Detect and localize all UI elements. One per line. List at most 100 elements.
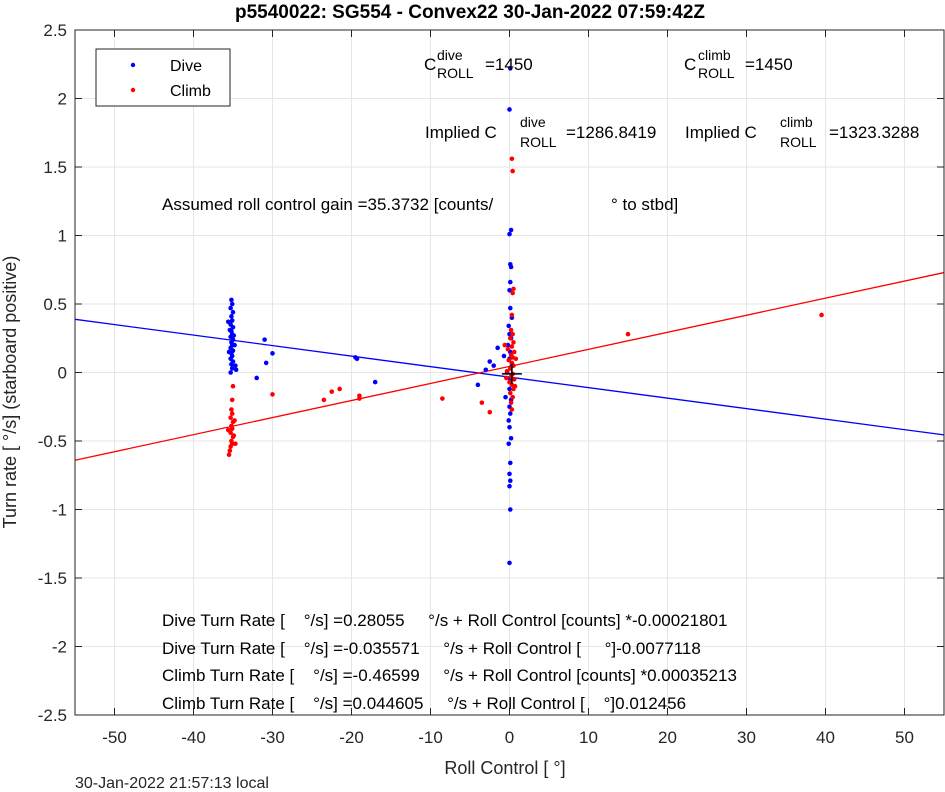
- footer-timestamp: 30-Jan-2022 21:57:13 local: [75, 775, 269, 792]
- dive-point: [507, 507, 513, 512]
- dive-point: [507, 66, 513, 71]
- dive-point: [507, 305, 513, 311]
- dive-point: [507, 231, 512, 237]
- climb-point: [228, 415, 233, 421]
- dive-point: [507, 425, 512, 430]
- climb-point: [509, 312, 515, 318]
- dive-point: [505, 342, 511, 348]
- climb-point: [508, 400, 514, 405]
- climb-point: [229, 426, 235, 431]
- gain-annotation: Assumed roll control gain =35.3732 [coun…: [162, 195, 678, 214]
- climb-point: [230, 383, 236, 389]
- climb-point: [509, 407, 515, 412]
- dive-point: [229, 366, 235, 371]
- dive-point: [228, 370, 233, 375]
- climb-point: [502, 342, 508, 348]
- climb-point: [510, 290, 515, 296]
- climb-point: [509, 344, 515, 349]
- climb-point: [228, 444, 233, 449]
- c-dive-sub: ROLL: [437, 65, 474, 81]
- dive-point: [475, 382, 481, 388]
- climb-point: [511, 286, 516, 292]
- implied-dive-sup: dive: [520, 114, 546, 130]
- c-dive-annotation: C dive ROLL =1450: [424, 47, 533, 81]
- dive-point: [232, 342, 237, 348]
- dive-point: [270, 351, 275, 356]
- y-axis-label: Turn rate [ °/s] (starboard positive): [0, 256, 20, 529]
- y-tick-label: 2: [58, 90, 67, 109]
- x-tick-label: -50: [102, 728, 127, 747]
- dive-point: [506, 418, 512, 423]
- y-tick-label: 0: [58, 364, 67, 383]
- legend-dive-label: Dive: [170, 58, 202, 75]
- implied-climb-sub: ROLL: [780, 134, 817, 150]
- climb-point: [511, 377, 517, 382]
- x-tick-label: 10: [579, 728, 598, 747]
- dive-point: [233, 363, 238, 368]
- dive-point: [231, 333, 237, 338]
- climb-point: [510, 168, 515, 174]
- dive-point: [254, 375, 259, 381]
- gain-text: Assumed roll control gain =35.3732 [coun…: [162, 195, 494, 214]
- dive-point: [229, 314, 234, 319]
- implied-dive-annotation: Implied C dive ROLL =1286.8419: [425, 114, 656, 150]
- legend-climb-label: Climb: [170, 83, 211, 100]
- climb-point: [229, 407, 234, 412]
- dive-point: [372, 379, 378, 385]
- plot-frame: [74, 29, 945, 716]
- x-tick-label: -20: [339, 728, 364, 747]
- chart-title: p5540022: SG554 - Convex22 30-Jan-2022 0…: [235, 2, 705, 23]
- climb-point: [510, 331, 515, 337]
- implied-climb-value: =1323.3288: [829, 123, 919, 142]
- dive-point: [229, 361, 234, 367]
- climb-point: [507, 390, 513, 396]
- climb-point: [510, 394, 515, 400]
- climb-point: [819, 312, 824, 318]
- climb-point: [440, 396, 445, 401]
- dive-point: [508, 264, 514, 270]
- climb-point: [321, 397, 327, 403]
- y-tick-label: -2: [52, 638, 67, 657]
- legend: Dive Climb: [95, 48, 231, 107]
- x-tick-label: 50: [895, 728, 914, 747]
- x-axis-label: Roll Control [ °]: [444, 758, 565, 778]
- climb-point: [233, 441, 238, 447]
- x-tick-label: -30: [260, 728, 285, 747]
- dive-point: [495, 345, 500, 351]
- dive-point: [226, 349, 232, 355]
- y-tick-label: -2.5: [38, 706, 67, 725]
- implied-climb-sup: climb: [780, 114, 813, 130]
- series-dive: [225, 66, 515, 566]
- dive-point: [501, 353, 507, 359]
- climb-point: [226, 452, 232, 458]
- climb-point: [512, 383, 518, 389]
- dive-point: [262, 337, 267, 342]
- x-tick-label: -10: [418, 728, 443, 747]
- data-points: [225, 66, 824, 566]
- dive-point: [483, 367, 489, 373]
- dive-point: [507, 288, 512, 293]
- dive-point: [508, 227, 514, 233]
- climb-point: [511, 349, 517, 355]
- climb-point: [227, 448, 233, 453]
- dive-point: [487, 359, 493, 364]
- dive-point: [354, 356, 360, 362]
- y-tick-label: -1.5: [38, 569, 67, 588]
- y-tick-label: 1: [58, 227, 67, 246]
- dive-point: [229, 301, 235, 307]
- gain-degree-text: ° to stbd]: [611, 195, 678, 214]
- dive-point: [507, 471, 512, 477]
- c-climb-sub: ROLL: [698, 65, 735, 81]
- c-climb-annotation: C climb ROLL =1450: [684, 47, 793, 81]
- dive-point: [507, 279, 513, 285]
- climb-point: [487, 409, 493, 415]
- fit-equation-3: Climb Turn Rate [ °/s] =-0.46599 °/s + R…: [162, 666, 737, 685]
- climb-point: [337, 386, 342, 392]
- fit-equation-4: Climb Turn Rate [ °/s] =0.044605 °/s + R…: [162, 694, 686, 713]
- dive-point: [506, 323, 512, 329]
- climb-point: [504, 368, 510, 374]
- climb-point: [270, 392, 275, 397]
- climb-point: [504, 375, 509, 381]
- y-tick-label: -0.5: [38, 432, 67, 451]
- x-tick-label: 0: [505, 728, 514, 747]
